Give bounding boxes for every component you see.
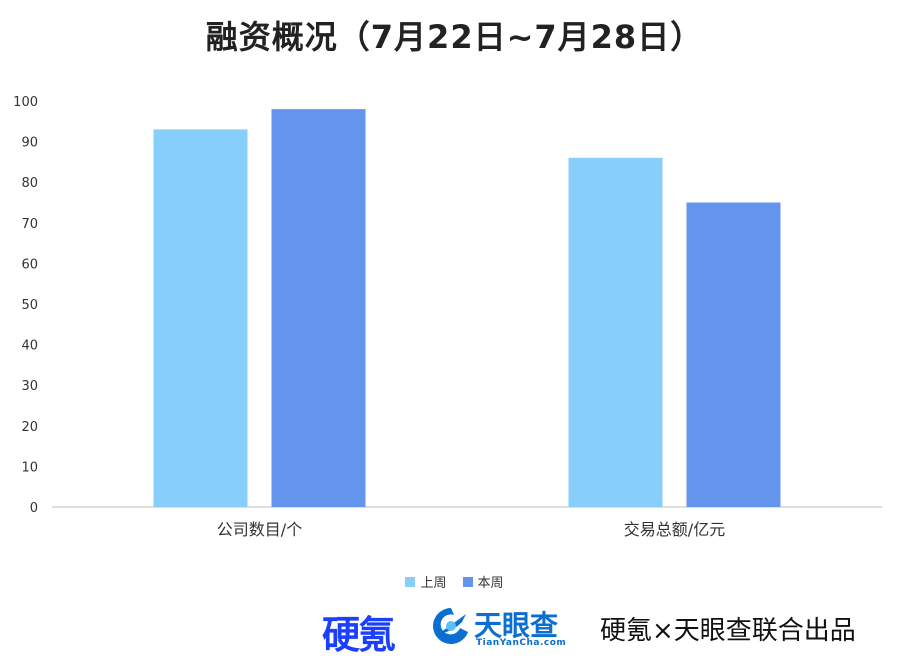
y-tick-label: 100 — [13, 95, 38, 110]
legend-label-last-week: 上周 — [420, 576, 447, 591]
chart-title: 融资概况（7月22日~7月28日） — [205, 18, 704, 56]
y-tick-label: 40 — [21, 339, 38, 354]
tianyancha-logo-icon — [433, 608, 468, 644]
x-tick-label: 交易总额/亿元 — [624, 520, 725, 539]
tianyancha-logo-url: TianYanCha.com — [476, 638, 567, 648]
legend-label-this-week: 本周 — [477, 576, 504, 591]
chart-legend: 上周 本周 — [0, 572, 909, 591]
yingke-logo: 硬氪 — [322, 613, 396, 657]
legend-swatch-last-week — [405, 576, 416, 587]
bar — [153, 129, 248, 508]
legend-item-last-week: 上周 — [405, 572, 447, 591]
y-tick-label: 10 — [21, 460, 38, 475]
footer: 硬氪 天眼查 TianYanCha.com 硬氪×天眼查联合出品 — [0, 600, 909, 657]
y-tick-label: 60 — [21, 257, 38, 272]
y-tick-label: 90 — [21, 136, 38, 151]
bar — [568, 157, 663, 507]
tianyancha-logo-text: 天眼查 — [474, 609, 559, 642]
legend-item-this-week: 本周 — [462, 572, 504, 591]
bar — [271, 109, 366, 508]
tianyancha-logo: 天眼查 TianYanCha.com — [432, 602, 582, 652]
y-tick-label: 0 — [30, 501, 38, 516]
y-tick-label: 20 — [21, 420, 38, 435]
y-tick-label: 70 — [21, 217, 38, 232]
bar-chart: 0 10 20 30 40 50 60 70 80 90 100 公司数目/个 交易总额/亿元 — [13, 95, 882, 539]
y-tick-label: 30 — [21, 379, 38, 394]
y-tick-label: 50 — [21, 298, 38, 313]
x-tick-label: 公司数目/个 — [217, 520, 302, 539]
footer-note: 硬氪×天眼查联合出品 — [600, 616, 856, 646]
y-tick-label: 80 — [21, 176, 38, 191]
legend-swatch-this-week — [462, 576, 473, 587]
bar — [686, 202, 781, 507]
